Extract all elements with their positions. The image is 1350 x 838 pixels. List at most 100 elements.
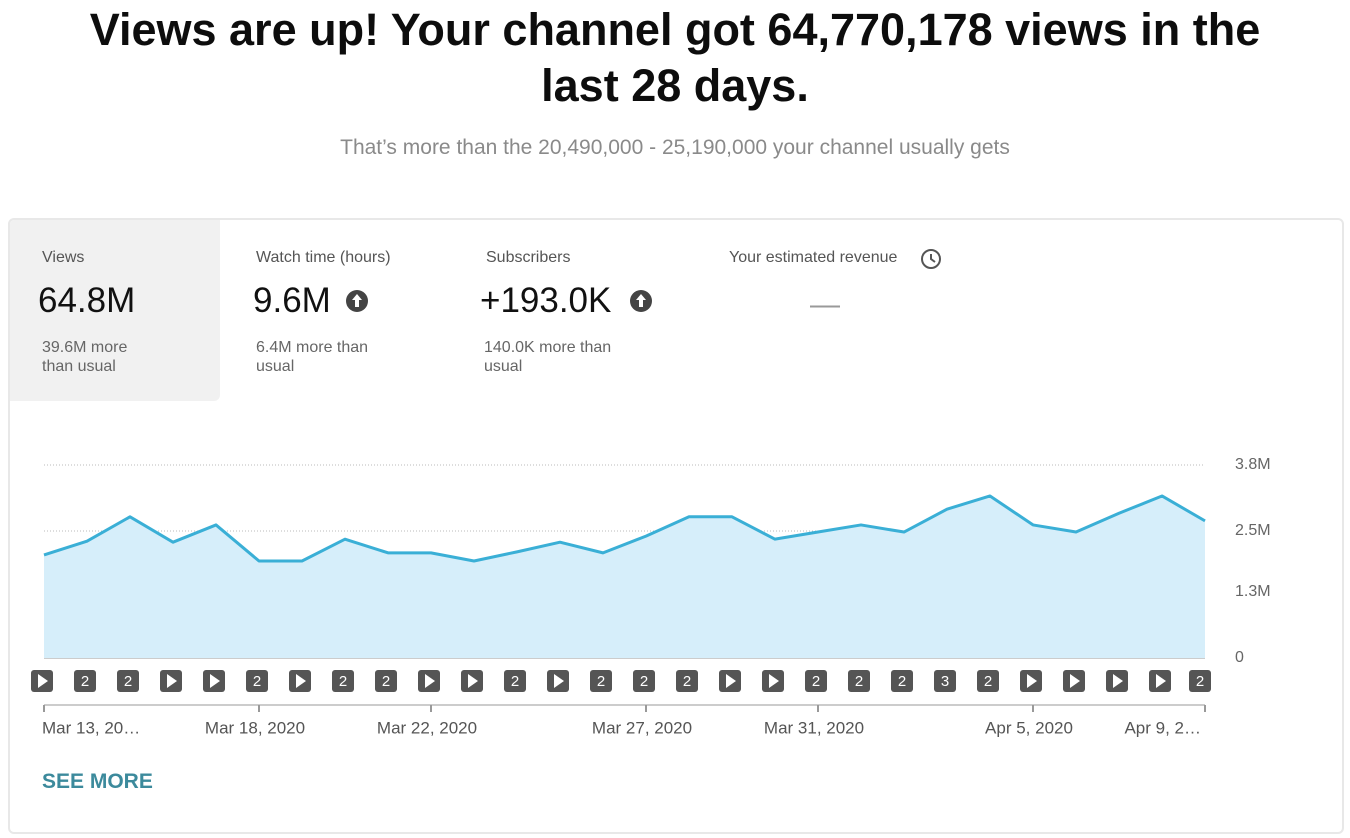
- marker-badge: 2: [1189, 670, 1211, 692]
- badge-count: 2: [253, 673, 261, 690]
- y-tick-label: 0: [1235, 649, 1244, 666]
- badge: [633, 670, 655, 692]
- tab-note: 140.0K more than usual: [484, 339, 612, 375]
- badge-count: 2: [339, 673, 347, 690]
- x-tick-label: Apr 5, 2020: [985, 718, 1073, 737]
- badge-count: 2: [124, 673, 132, 690]
- badge-count: 3: [941, 673, 949, 690]
- clock-icon: [921, 249, 941, 269]
- x-tick-label: Apr 9, 2…: [1124, 718, 1201, 737]
- play-icon: [1156, 674, 1166, 688]
- play-icon: [167, 674, 177, 688]
- tab-value: 9.6M: [253, 281, 331, 320]
- selected-tab[interactable]: [10, 220, 220, 401]
- play-icon: [554, 674, 564, 688]
- play-icon: [1113, 674, 1123, 688]
- badge: [117, 670, 139, 692]
- badge-count: 2: [984, 673, 992, 690]
- play-icon: [38, 674, 48, 688]
- badge: [805, 670, 827, 692]
- marker-badge: [762, 670, 784, 692]
- tab-value: 64.8M: [38, 281, 136, 320]
- x-tick-label: Mar 31, 2020: [764, 718, 864, 737]
- tab-label[interactable]: Watch time (hours): [256, 249, 391, 266]
- badge: [934, 670, 956, 692]
- marker-badge: [461, 670, 483, 692]
- badge: [590, 670, 612, 692]
- marker-badge: 2: [676, 670, 698, 692]
- marker-badge: 2: [246, 670, 268, 692]
- tab-label[interactable]: Subscribers: [486, 249, 571, 266]
- badge-count: 2: [511, 673, 519, 690]
- badge: [74, 670, 96, 692]
- x-tick-label: Mar 18, 2020: [205, 718, 305, 737]
- marker-badge: [418, 670, 440, 692]
- area: [44, 495, 1205, 658]
- badge: [848, 670, 870, 692]
- see-more-button[interactable]: SEE MORE: [42, 770, 153, 793]
- up-icon: [630, 290, 652, 312]
- badge: [891, 670, 913, 692]
- marker-badge: 2: [633, 670, 655, 692]
- marker-badge: [203, 670, 225, 692]
- marker-badge: [547, 670, 569, 692]
- play-icon: [769, 674, 779, 688]
- badge-count: 2: [81, 673, 89, 690]
- x-tick-label: Mar 22, 2020: [377, 718, 477, 737]
- marker-badge: 2: [74, 670, 96, 692]
- y-tick-label: 1.3M: [1235, 583, 1271, 600]
- x-tick-label: Mar 13, 20…: [42, 718, 140, 737]
- title: Views are up! Your channel got 64,770,17…: [89, 4, 1261, 111]
- marker-badge: [31, 670, 53, 692]
- marker-badge: 2: [848, 670, 870, 692]
- marker-badge: [719, 670, 741, 692]
- marker-badge: 2: [504, 670, 526, 692]
- play-icon: [468, 674, 478, 688]
- marker-badge: [1020, 670, 1042, 692]
- marker-badge: 2: [375, 670, 397, 692]
- y-tick-label: 2.5M: [1235, 522, 1271, 539]
- badge-count: 2: [1196, 673, 1204, 690]
- badge: [332, 670, 354, 692]
- badge: [246, 670, 268, 692]
- badge-count: 2: [812, 673, 820, 690]
- marker-badge: 2: [332, 670, 354, 692]
- line: [43, 494, 1206, 563]
- marker-badge: 3: [934, 670, 956, 692]
- marker-badge: 2: [590, 670, 612, 692]
- play-icon: [296, 674, 306, 688]
- marker-badge: [1063, 670, 1085, 692]
- marker-badge: [289, 670, 311, 692]
- up-icon: [346, 290, 368, 312]
- x-tick-label: Mar 27, 2020: [592, 718, 692, 737]
- tab-note: 39.6M more than usual: [42, 339, 128, 375]
- badge: [977, 670, 999, 692]
- badge-count: 2: [640, 673, 648, 690]
- subtitle: That’s more than the 20,490,000 - 25,190…: [340, 136, 1010, 159]
- badge: [375, 670, 397, 692]
- marker-badge: 2: [117, 670, 139, 692]
- tab-note: 6.4M more than usual: [256, 339, 369, 375]
- badge: [1189, 670, 1211, 692]
- marker-badge: 2: [977, 670, 999, 692]
- badge-count: 2: [597, 673, 605, 690]
- badge-count: 2: [683, 673, 691, 690]
- marker-badge: [160, 670, 182, 692]
- card: [8, 218, 1344, 834]
- marker-badge: 2: [805, 670, 827, 692]
- play-icon: [425, 674, 435, 688]
- badge-count: 2: [855, 673, 863, 690]
- badge: [504, 670, 526, 692]
- play-icon: [1070, 674, 1080, 688]
- tab-label[interactable]: Views: [42, 249, 85, 266]
- y-tick-label: 3.8M: [1235, 456, 1271, 473]
- badge-count: 2: [898, 673, 906, 690]
- play-icon: [210, 674, 220, 688]
- badge: [676, 670, 698, 692]
- play-icon: [1027, 674, 1037, 688]
- tab-label[interactable]: Your estimated revenue: [729, 249, 898, 266]
- marker-badge: [1149, 670, 1171, 692]
- tab-value: +193.0K: [480, 281, 612, 320]
